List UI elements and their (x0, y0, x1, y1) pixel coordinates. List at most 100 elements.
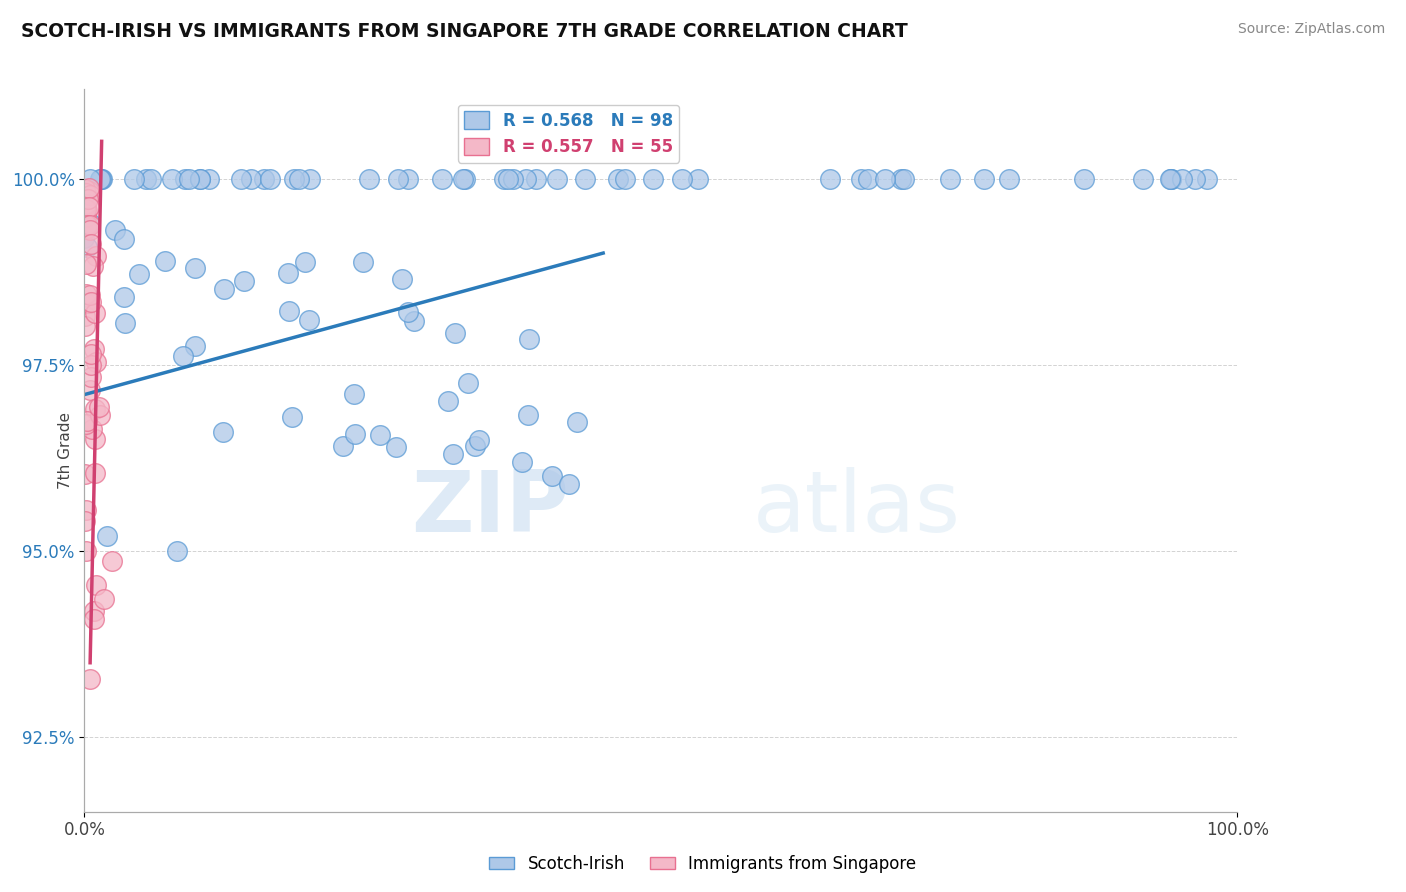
Text: Source: ZipAtlas.com: Source: ZipAtlas.com (1237, 22, 1385, 37)
Point (84, 402, 107, 417)
Point (73, 319, 96, 334)
Point (73, 231, 96, 245)
Point (1159, 171, 1181, 186)
Point (973, 171, 995, 186)
Point (96, 529, 118, 543)
Point (938, 171, 960, 186)
Y-axis label: 7th Grade: 7th Grade (58, 412, 73, 489)
Point (79, 171, 101, 186)
Point (212, 282, 235, 296)
Point (567, 415, 589, 429)
Point (101, 553, 124, 567)
Point (856, 171, 879, 186)
Point (454, 171, 477, 186)
Point (79, 216, 101, 230)
Point (84, 355, 107, 369)
Point (332, 439, 354, 453)
Point (79, 383, 101, 397)
Point (188, 171, 211, 186)
Point (641, 171, 664, 186)
Point (73, 514, 96, 528)
Point (89, 408, 111, 422)
Point (277, 303, 299, 318)
Point (398, 304, 420, 318)
Point (688, 171, 710, 186)
Point (80, 421, 103, 435)
Point (849, 171, 872, 186)
Point (79, 218, 101, 232)
Point (84, 306, 107, 320)
Point (430, 171, 453, 186)
Point (277, 266, 299, 280)
Point (468, 433, 491, 447)
Point (139, 171, 162, 186)
Point (875, 171, 897, 186)
Point (606, 171, 628, 186)
Point (75, 182, 97, 196)
Point (75, 503, 97, 517)
Point (259, 171, 281, 186)
Point (457, 376, 479, 390)
Point (184, 339, 207, 353)
Point (128, 268, 150, 282)
Point (1171, 171, 1194, 186)
Point (76, 218, 98, 232)
Point (75, 219, 97, 233)
Point (135, 171, 157, 186)
Point (114, 290, 136, 304)
Point (253, 171, 276, 186)
Point (444, 326, 467, 340)
Point (76, 204, 98, 219)
Point (546, 171, 568, 186)
Point (77, 200, 100, 214)
Point (80, 369, 103, 384)
Point (387, 171, 409, 186)
Point (512, 455, 534, 469)
Point (84, 432, 107, 446)
Point (79, 188, 101, 202)
Point (893, 171, 915, 186)
Point (79, 295, 101, 310)
Text: SCOTCH-IRISH VS IMMIGRANTS FROM SINGAPORE 7TH GRADE CORRELATION CHART: SCOTCH-IRISH VS IMMIGRANTS FROM SINGAPOR… (21, 22, 908, 41)
Point (83, 466, 105, 480)
Point (492, 171, 515, 186)
Point (75, 202, 97, 216)
Point (1160, 171, 1182, 186)
Point (172, 349, 194, 363)
Point (75, 544, 97, 558)
Point (283, 171, 305, 186)
Point (84, 578, 107, 592)
Point (517, 333, 540, 347)
Point (1160, 171, 1182, 186)
Point (75, 286, 97, 301)
Point (502, 171, 524, 186)
Point (83, 604, 105, 618)
Point (437, 394, 460, 409)
Point (229, 171, 252, 186)
Point (73, 200, 96, 214)
Point (77, 192, 100, 206)
Point (294, 255, 316, 269)
Point (357, 171, 380, 186)
Point (517, 408, 540, 422)
Point (343, 427, 366, 442)
Point (73, 201, 96, 215)
Point (153, 253, 176, 268)
Point (240, 171, 263, 186)
Point (177, 171, 200, 186)
Point (614, 171, 637, 186)
Point (211, 425, 233, 439)
Point (75, 222, 97, 236)
Point (76, 414, 98, 428)
Point (82, 260, 104, 274)
Point (557, 477, 579, 491)
Point (370, 428, 392, 442)
Point (288, 171, 311, 186)
Point (89, 171, 111, 186)
Point (76, 221, 98, 235)
Point (75, 196, 97, 211)
Point (197, 171, 219, 186)
Point (1073, 171, 1095, 186)
Point (515, 171, 537, 186)
Point (87, 401, 110, 415)
